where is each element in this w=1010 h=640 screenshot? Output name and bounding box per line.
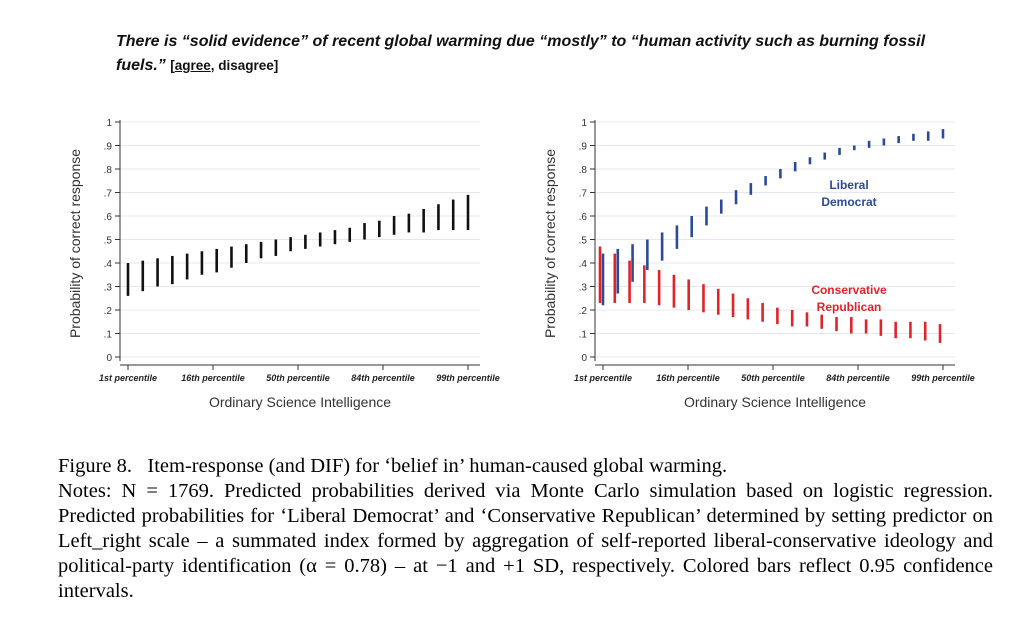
chart-by-party: 0 .1 .2 .3 .4 .5 .6 .7 .8 .9 1 1st percentile 16th p…	[542, 118, 975, 410]
y-tick-label: .7	[104, 189, 113, 200]
response-options: [agree, disagree]	[170, 58, 278, 73]
x-tick-label: 50th percentile	[266, 373, 330, 383]
x-tick-label: 16th percentile	[656, 373, 720, 383]
x-tick-label: 16th percentile	[181, 373, 245, 383]
y-tick-label: .6	[579, 212, 588, 223]
chart-overall: 0 .1 .2 .3 .4 .5 .6 .7 .8 .9 1 1st percentile 16th p…	[67, 118, 500, 410]
correct-answer: agree	[174, 58, 211, 73]
survey-item-text: There is “solid evidence” of recent glob…	[116, 33, 926, 74]
y-tick-label: .1	[579, 330, 588, 341]
y-tick-label: .3	[104, 283, 113, 294]
options-open: [	[170, 58, 175, 73]
conservative-label: Republican	[817, 300, 882, 314]
liberal-label: Liberal	[829, 178, 868, 192]
y-tick-label: 1	[106, 118, 112, 129]
y-tick-label: .4	[579, 259, 588, 270]
y-tick-label: 1	[581, 118, 587, 129]
x-axis-title: Ordinary Science Intelligence	[209, 394, 391, 410]
y-tick-label: .6	[104, 212, 113, 223]
y-tick-label: .1	[104, 330, 113, 341]
caption-title: Figure 8. Item-response (and DIF) for ‘b…	[58, 455, 728, 477]
y-tick-label: .5	[104, 236, 113, 247]
liberal-label: Democrat	[821, 195, 876, 209]
figure-caption: Figure 8. Item-response (and DIF) for ‘b…	[58, 454, 993, 604]
conservative-label: Conservative	[811, 283, 887, 297]
x-tick-label: 99th percentile	[436, 373, 500, 383]
y-tick-label: .2	[579, 306, 588, 317]
y-tick-label: .5	[579, 236, 588, 247]
y-tick-label: 0	[581, 353, 587, 364]
y-tick-label: .9	[104, 142, 113, 153]
x-tick-label: 84th percentile	[351, 373, 415, 383]
y-tick-label: .8	[579, 165, 588, 176]
options-rest: , disagree]	[210, 58, 279, 73]
y-tick-label: .7	[579, 189, 588, 200]
x-tick-label: 1st percentile	[574, 373, 632, 383]
y-axis-title: Probability of correct response	[67, 149, 83, 338]
x-tick-label: 84th percentile	[826, 373, 890, 383]
x-tick-label: 99th percentile	[911, 373, 975, 383]
y-tick-label: .9	[579, 142, 588, 153]
x-axis-title: Ordinary Science Intelligence	[684, 394, 866, 410]
question-header: There is “solid evidence” of recent glob…	[116, 30, 936, 78]
caption-notes: Notes: N = 1769. Predicted probabilities…	[58, 480, 993, 602]
x-tick-label: 50th percentile	[741, 373, 805, 383]
x-tick-label: 1st percentile	[99, 373, 157, 383]
y-tick-label: .3	[579, 283, 588, 294]
y-axis-title: Probability of correct response	[542, 149, 558, 338]
y-tick-label: 0	[106, 353, 112, 364]
y-tick-label: .8	[104, 165, 113, 176]
y-tick-label: .2	[104, 306, 113, 317]
y-tick-label: .4	[104, 259, 113, 270]
